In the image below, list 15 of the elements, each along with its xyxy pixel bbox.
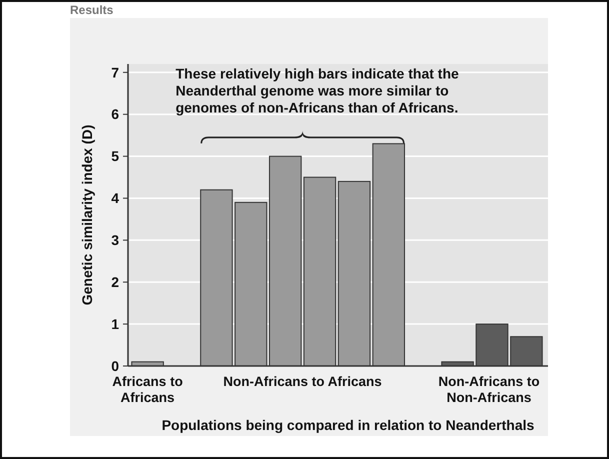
annotation: These relatively high bars indicate that the Neanderthal genome was more similar to genomes of non-Africans than of Africans. <box>176 66 460 116</box>
text: Africans to Africans <box>112 374 183 405</box>
y-tick-label: 7 <box>111 64 120 80</box>
y-tick-label: 4 <box>111 190 120 206</box>
y-tick-label: 0 <box>111 358 120 374</box>
y-tick-label: 2 <box>111 274 120 290</box>
text: Non-Africans to Africans <box>223 374 382 389</box>
y-axis-title: Genetic similarity index (D) <box>79 124 95 306</box>
x-axis-title: Populations being compared in relation to Neanderthals <box>162 417 535 433</box>
y-tick-label: 5 <box>111 148 120 164</box>
y-tick-label: 1 <box>111 316 120 332</box>
y-tick-label: 3 <box>111 232 120 248</box>
text: Non-Africans to Non-Africans <box>438 374 540 405</box>
chart-title: Results <box>70 3 114 17</box>
y-tick-label: 6 <box>111 106 120 122</box>
